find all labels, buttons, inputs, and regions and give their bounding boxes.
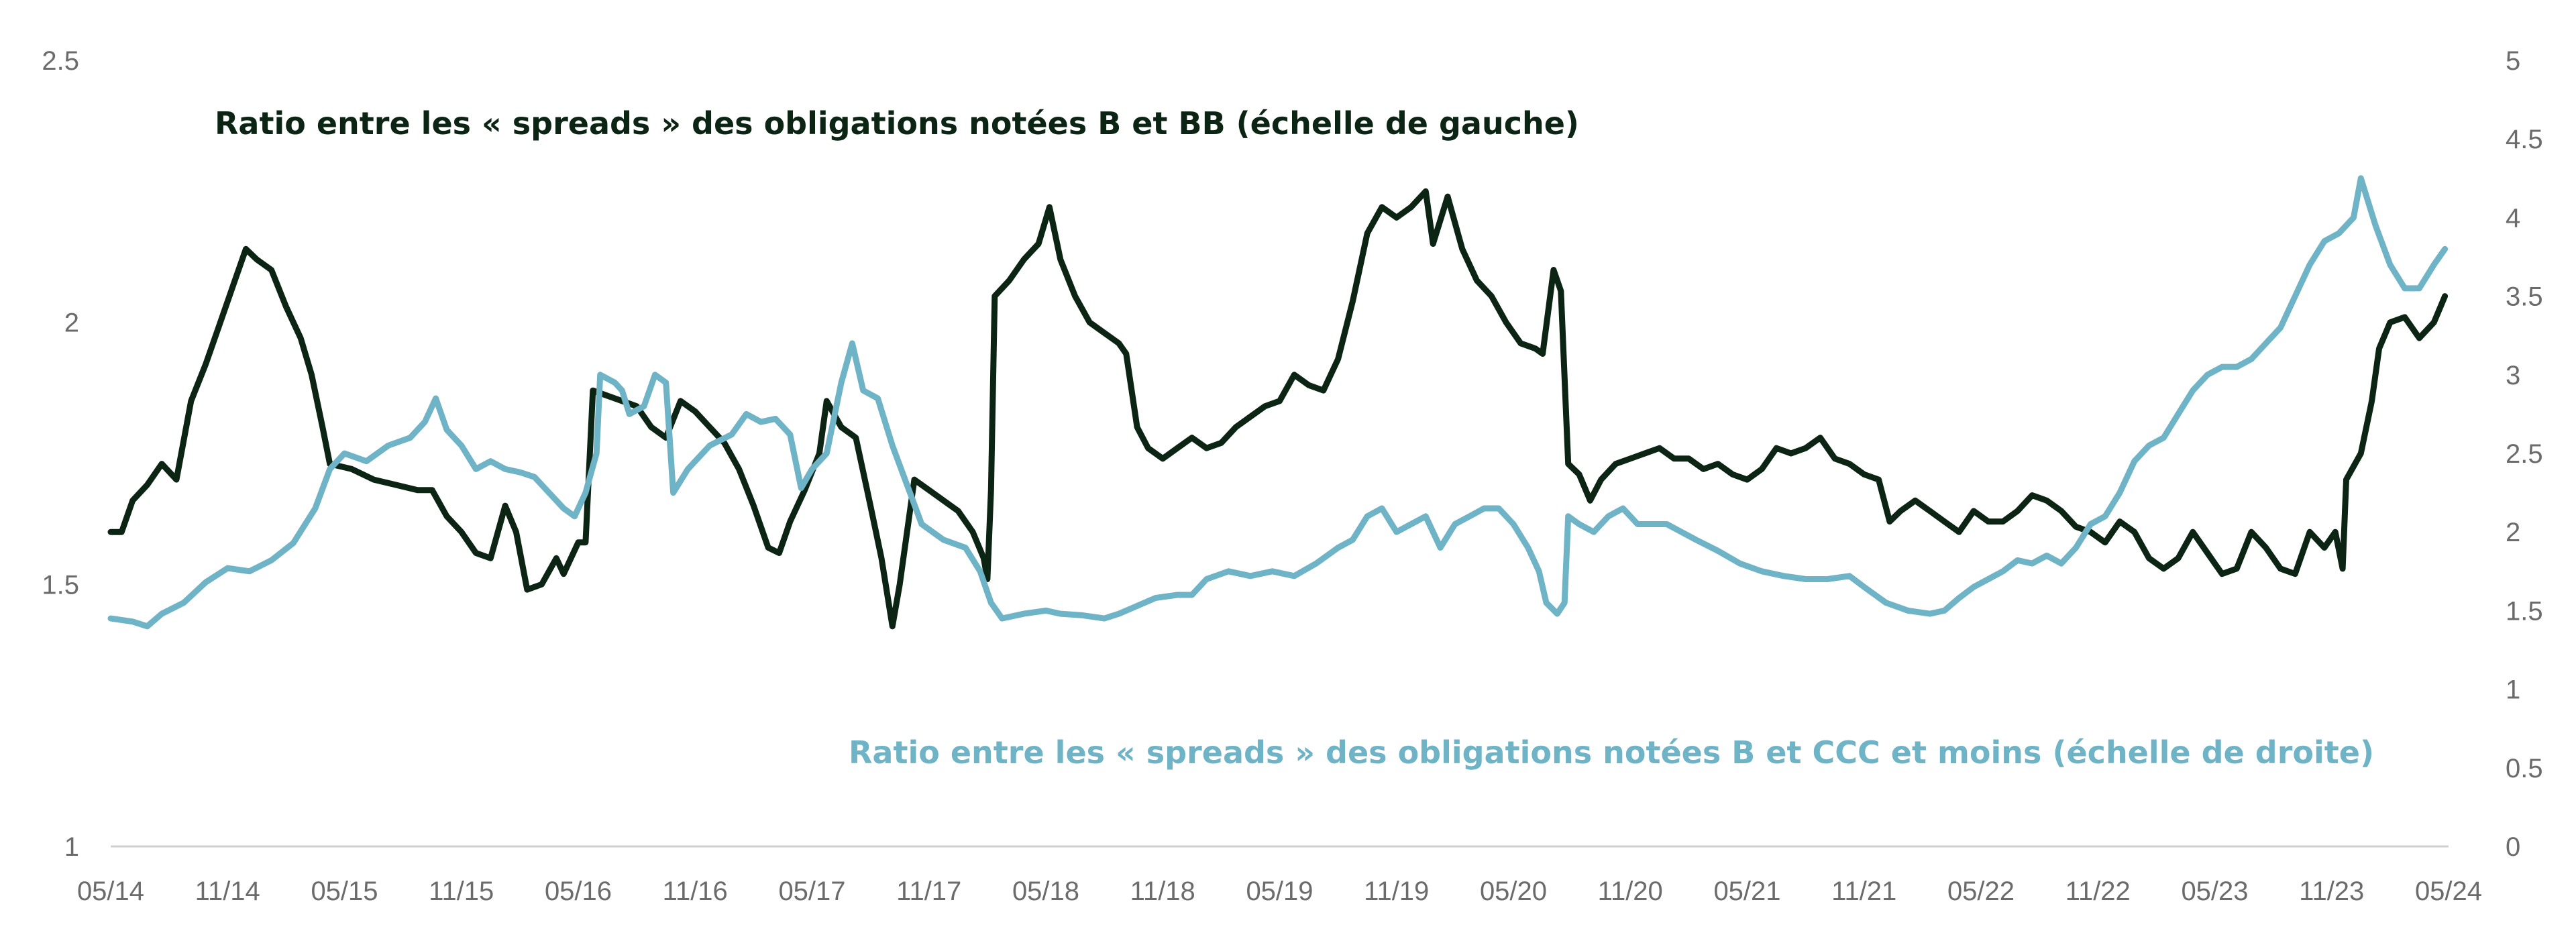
left-y-tick-label: 1 (64, 832, 79, 862)
x-tick-label: 11/19 (1364, 877, 1429, 906)
right-y-tick-label: 3 (2506, 361, 2520, 390)
series-line-b-ccc (107, 175, 2449, 630)
x-tick-label: 05/20 (1480, 877, 1547, 906)
x-tick-label: 05/18 (1012, 877, 1079, 906)
x-axis: 05/14 11/14 05/15 11/15 05/16 11/16 05/17 11/17… (77, 877, 2482, 906)
x-tick-label: 05/21 (1713, 877, 1780, 906)
x-tick-label: 11/14 (195, 877, 260, 906)
x-tick-label: 11/22 (2065, 877, 2131, 906)
x-tick-label: 05/17 (778, 877, 845, 906)
left-y-tick-label: 2 (64, 309, 79, 338)
x-tick-label: 05/22 (1947, 877, 2015, 906)
right-y-tick-label: 1 (2506, 675, 2520, 705)
right-y-tick-label: 4 (2506, 203, 2520, 233)
x-tick-label: 05/16 (545, 877, 612, 906)
right-y-tick-label: 5 (2506, 46, 2520, 76)
x-tick-label: 05/14 (77, 877, 144, 906)
series-line-b-bb (107, 188, 2449, 630)
right-y-tick-label: 0.5 (2506, 754, 2543, 783)
x-tick-label: 11/18 (1130, 877, 1195, 906)
series-label-b-ccc: Ratio entre les « spreads » des obligati… (849, 734, 2374, 771)
x-tick-label: 11/20 (1598, 877, 1663, 906)
series-label-b-bb: Ratio entre les « spreads » des obligati… (215, 105, 1579, 142)
x-tick-label: 05/24 (2415, 877, 2482, 906)
right-y-axis: 0 0.5 1 1.5 2 2.5 3 3.5 4 4.5 5 (2506, 46, 2543, 862)
x-tick-label: 11/21 (1831, 877, 1896, 906)
series-group (107, 175, 2449, 630)
x-tick-label: 05/23 (2181, 877, 2248, 906)
right-y-tick-label: 2.5 (2506, 439, 2543, 469)
right-y-tick-label: 3.5 (2506, 282, 2543, 312)
left-y-tick-label: 1.5 (42, 570, 79, 600)
x-tick-label: 11/15 (429, 877, 494, 906)
x-tick-label: 11/23 (2299, 877, 2364, 906)
left-y-axis: 1 1.5 2 2.5 (42, 46, 79, 862)
right-y-tick-label: 4.5 (2506, 125, 2543, 154)
left-y-tick-label: 2.5 (42, 46, 79, 76)
x-tick-label: 05/19 (1246, 877, 1313, 906)
x-tick-label: 11/17 (896, 877, 961, 906)
x-tick-label: 11/16 (663, 877, 728, 906)
right-y-tick-label: 1.5 (2506, 596, 2543, 626)
right-y-tick-label: 2 (2506, 518, 2520, 547)
x-tick-label: 05/15 (311, 877, 378, 906)
right-y-tick-label: 0 (2506, 832, 2520, 862)
